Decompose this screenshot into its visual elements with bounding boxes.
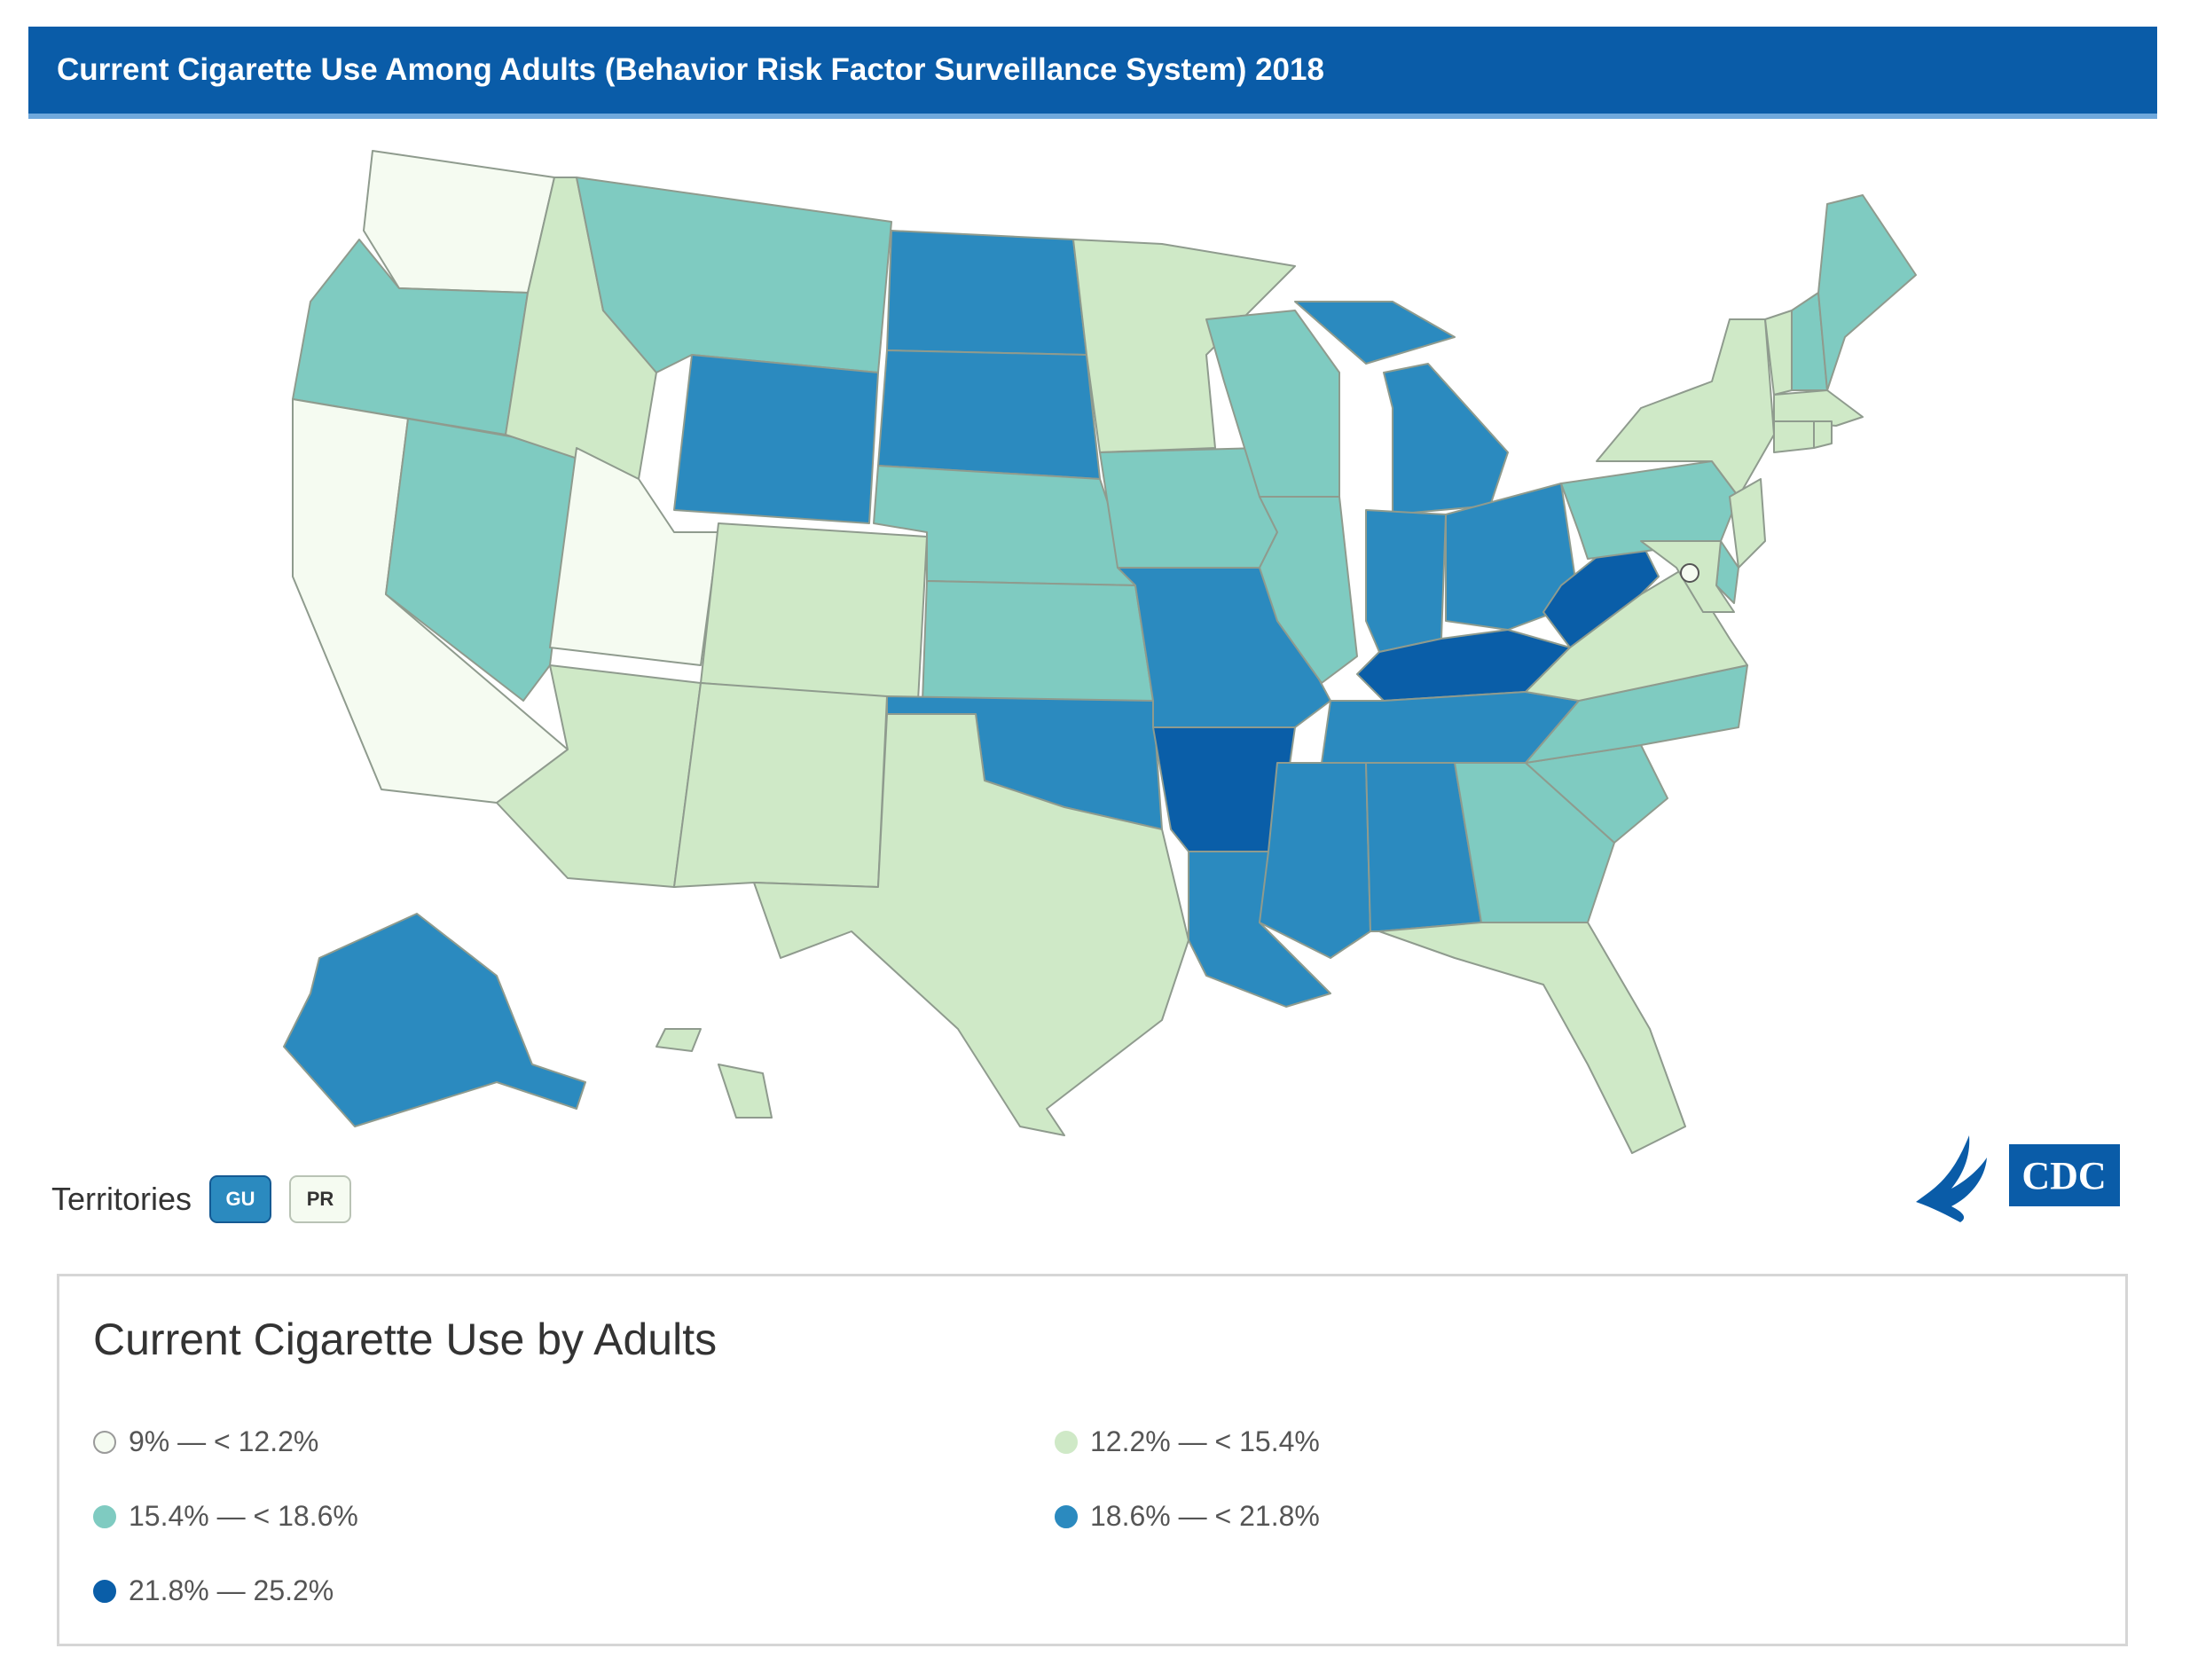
territory-pr-button[interactable]: PR bbox=[289, 1175, 352, 1223]
legend-item: 9% — < 12.2% bbox=[93, 1425, 318, 1458]
state-CO[interactable] bbox=[700, 522, 928, 702]
state-AK[interactable] bbox=[283, 913, 586, 1127]
legend-swatch bbox=[93, 1430, 116, 1454]
cdc-logo-box bbox=[2009, 1144, 2120, 1206]
dc-marker bbox=[1680, 563, 1699, 583]
map-title-bar: Current Cigarette Use Among Adults (Beha… bbox=[28, 27, 2157, 119]
legend-label: 12.2% — < 15.4% bbox=[1090, 1425, 1320, 1457]
legend-panel: Current Cigarette Use by Adults 9% — < 1… bbox=[57, 1274, 2128, 1646]
hhs-eagle-icon bbox=[1916, 1135, 1987, 1222]
state-TX[interactable] bbox=[753, 713, 1189, 1136]
legend-item: 18.6% — < 21.8% bbox=[1055, 1500, 1320, 1533]
state-WA[interactable] bbox=[363, 150, 555, 294]
legend-item: 15.4% — < 18.6% bbox=[93, 1500, 358, 1533]
territories-label: Territories bbox=[51, 1181, 192, 1217]
legend-label: 9% — < 12.2% bbox=[129, 1425, 319, 1457]
state-IL[interactable] bbox=[1259, 496, 1358, 684]
legend-swatch bbox=[1055, 1504, 1078, 1528]
state-MN[interactable] bbox=[1072, 239, 1296, 453]
state-OH[interactable] bbox=[1445, 483, 1580, 631]
legend-label: 21.8% — 25.2% bbox=[129, 1574, 334, 1606]
legend-item: 21.8% — 25.2% bbox=[93, 1574, 334, 1607]
legend-label: 18.6% — < 21.8% bbox=[1090, 1500, 1320, 1532]
state-HI[interactable] bbox=[655, 1028, 773, 1119]
cdc-logo: CDC bbox=[1907, 1118, 2129, 1224]
state-NJ[interactable] bbox=[1729, 478, 1766, 569]
state-RI[interactable] bbox=[1813, 420, 1833, 449]
state-GA[interactable] bbox=[1454, 762, 1615, 923]
legend-title: Current Cigarette Use by Adults bbox=[93, 1315, 718, 1364]
legend-swatch bbox=[93, 1504, 116, 1528]
state-ME[interactable] bbox=[1817, 194, 1917, 391]
territories-row: Territories GU PR bbox=[51, 1173, 352, 1226]
state-ND[interactable] bbox=[886, 230, 1087, 356]
map-title: Current Cigarette Use Among Adults (Beha… bbox=[57, 52, 1324, 87]
state-IN[interactable] bbox=[1365, 509, 1447, 653]
state-FL[interactable] bbox=[1378, 922, 1686, 1154]
state-WY[interactable] bbox=[673, 354, 879, 524]
state-MS[interactable] bbox=[1259, 762, 1371, 959]
cdc-logo-text: CDC bbox=[2021, 1154, 2106, 1197]
legend-swatch bbox=[1055, 1430, 1078, 1454]
state-CT[interactable] bbox=[1773, 420, 1815, 453]
state-NM[interactable] bbox=[673, 682, 888, 888]
legend-swatch bbox=[93, 1579, 116, 1603]
legend-item: 12.2% — < 15.4% bbox=[1055, 1425, 1320, 1458]
state-KS[interactable] bbox=[922, 580, 1154, 702]
legend-label: 15.4% — < 18.6% bbox=[129, 1500, 358, 1532]
state-MA[interactable] bbox=[1773, 389, 1864, 427]
state-SD[interactable] bbox=[877, 349, 1101, 480]
state-NC[interactable] bbox=[1525, 664, 1748, 764]
territory-gu-button[interactable]: GU bbox=[209, 1175, 272, 1223]
